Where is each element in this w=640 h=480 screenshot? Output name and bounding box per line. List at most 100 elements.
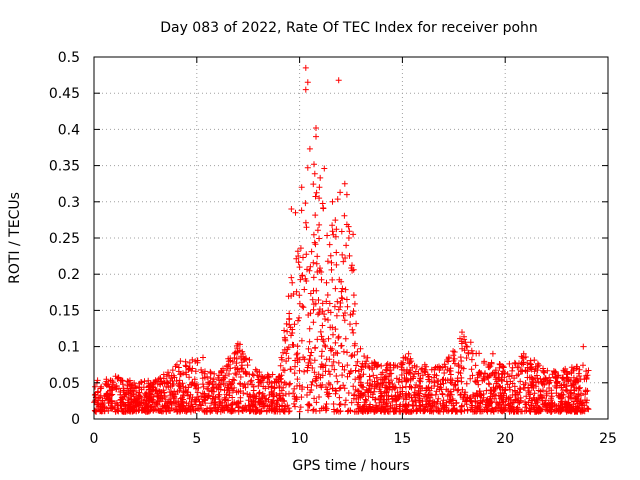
- data-point: [353, 320, 360, 327]
- data-point: [585, 367, 592, 374]
- data-point: [310, 301, 317, 308]
- data-point: [334, 407, 341, 414]
- data-point: [313, 382, 320, 389]
- data-point: [228, 406, 235, 413]
- data-point: [271, 408, 278, 415]
- data-point: [287, 324, 294, 331]
- data-point: [146, 398, 153, 405]
- data-point: [192, 368, 199, 375]
- data-point: [497, 393, 504, 400]
- data-point: [578, 392, 584, 399]
- data-point: [424, 406, 431, 413]
- data-point: [329, 228, 336, 235]
- data-point: [117, 402, 124, 409]
- data-point: [239, 362, 245, 369]
- data-point: [136, 392, 143, 399]
- data-point: [315, 311, 321, 318]
- data-point: [380, 396, 387, 403]
- data-point: [383, 367, 390, 374]
- data-point: [306, 325, 313, 332]
- data-point: [362, 360, 368, 367]
- data-point: [280, 392, 287, 399]
- data-point: [343, 242, 350, 249]
- data-point: [307, 290, 314, 297]
- data-point: [284, 328, 291, 335]
- data-point: [309, 378, 316, 385]
- data-point: [582, 388, 589, 395]
- data-point: [318, 353, 325, 360]
- data-point: [192, 382, 199, 389]
- data-point: [450, 348, 457, 355]
- data-point: [342, 255, 349, 261]
- data-point: [407, 355, 414, 362]
- data-point: [166, 407, 172, 414]
- data-point: [341, 212, 348, 219]
- data-point: [531, 390, 538, 397]
- data-point: [325, 368, 332, 375]
- data-point: [168, 372, 175, 379]
- data-point: [205, 386, 212, 393]
- data-point: [335, 335, 342, 341]
- data-point: [286, 408, 293, 414]
- data-point: [332, 217, 339, 224]
- data-point: [147, 403, 154, 410]
- data-point: [223, 391, 230, 398]
- data-point-peak: [200, 354, 206, 361]
- data-point: [537, 391, 544, 398]
- data-point: [339, 363, 346, 370]
- data-point: [305, 407, 311, 414]
- data-point: [459, 386, 466, 393]
- data-point: [344, 349, 350, 356]
- data-point: [383, 379, 389, 386]
- data-point: [200, 381, 206, 388]
- data-point: [378, 371, 385, 378]
- data-point: [291, 370, 298, 377]
- data-point: [417, 387, 424, 394]
- data-point: [451, 405, 458, 412]
- data-point: [488, 359, 495, 366]
- data-point: [255, 383, 262, 389]
- data-point: [392, 393, 399, 400]
- data-point: [353, 396, 360, 402]
- data-point: [329, 385, 336, 392]
- data-point: [256, 389, 263, 396]
- data-point: [350, 266, 357, 273]
- data-point: [449, 396, 456, 402]
- data-point: [435, 405, 442, 412]
- data-point: [117, 389, 124, 395]
- data-point: [399, 361, 406, 368]
- data-point: [197, 401, 204, 408]
- data-point: [289, 279, 296, 286]
- data-point: [104, 381, 111, 388]
- data-point: [412, 384, 418, 391]
- data-point: [277, 362, 284, 369]
- data-point: [295, 317, 301, 324]
- data-point: [166, 389, 173, 395]
- data-point: [477, 399, 484, 406]
- data-point: [559, 375, 566, 382]
- data-point: [557, 382, 563, 389]
- data-point: [464, 343, 471, 350]
- data-point: [165, 369, 171, 376]
- data-point: [364, 354, 371, 361]
- data-point: [323, 279, 330, 286]
- data-point: [143, 391, 150, 398]
- data-point: [255, 373, 262, 380]
- data-point: [336, 394, 343, 401]
- data-point: [514, 364, 521, 371]
- data-point: [258, 377, 265, 384]
- data-point: [473, 350, 480, 357]
- data-point: [209, 381, 216, 388]
- data-point: [257, 378, 264, 385]
- data-point: [210, 393, 217, 400]
- data-point-peak: [489, 350, 496, 357]
- data-point: [323, 384, 329, 391]
- data-point: [504, 381, 511, 388]
- data-point: [307, 263, 314, 270]
- data-point: [428, 366, 435, 373]
- data-point: [355, 399, 362, 406]
- data-point: [125, 394, 132, 401]
- data-point: [300, 304, 307, 311]
- data-point: [299, 384, 306, 390]
- data-point: [346, 252, 353, 259]
